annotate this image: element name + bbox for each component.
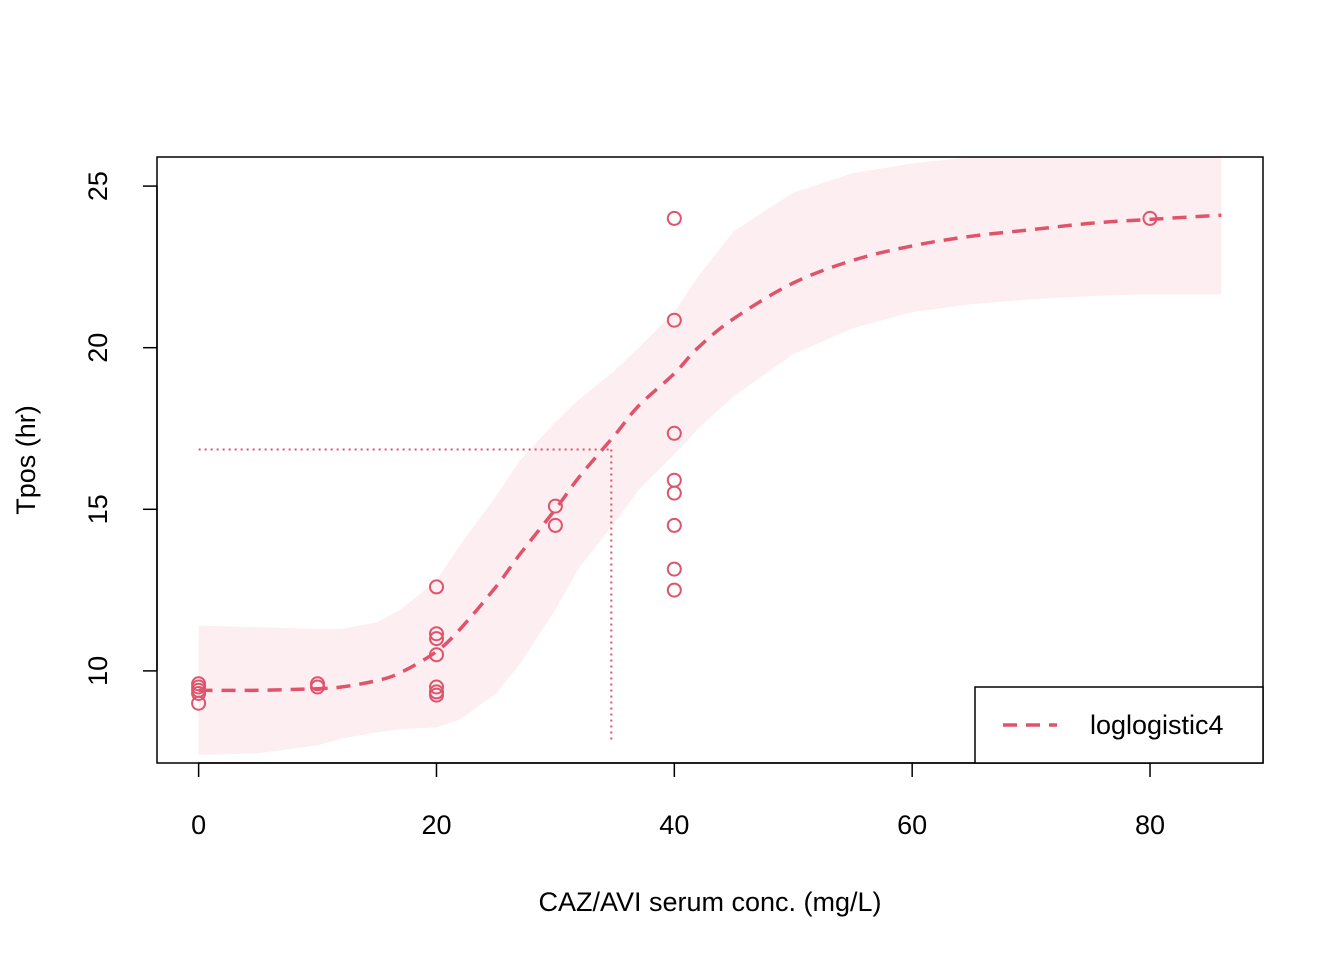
data-point [429, 579, 444, 595]
data-point [547, 498, 563, 514]
y-tick-label: 25 [83, 171, 113, 201]
x-tick-label: 40 [659, 810, 689, 840]
data-point [1142, 210, 1158, 226]
data-point [666, 472, 682, 488]
data-point [429, 626, 444, 642]
x-tick-label: 20 [421, 810, 451, 840]
y-axis-title: Tpos (hr) [11, 405, 41, 515]
legend-box [974, 686, 1264, 764]
y-tick-label: 15 [83, 494, 113, 524]
data-point [666, 582, 682, 598]
x-tick-label: 80 [1135, 810, 1165, 840]
data-point [429, 647, 444, 663]
legend: loglogistic4 [974, 686, 1264, 764]
data-points-layer [191, 210, 1158, 711]
reference-lines-layer [198, 448, 613, 742]
fit-curve-loglogistic4 [198, 213, 1222, 693]
x-axis-title: CAZ/AVI serum conc. (mg/L) [538, 887, 881, 917]
data-point [429, 684, 444, 700]
data-point [666, 561, 682, 577]
y-tick-label: 20 [83, 333, 113, 363]
data-point [666, 425, 682, 441]
data-point [429, 679, 444, 695]
data-point [191, 676, 207, 692]
data-point [547, 517, 563, 533]
x-tick-label: 60 [897, 810, 927, 840]
confidence-band [198, 157, 1222, 755]
data-point [310, 676, 325, 692]
data-point [429, 631, 444, 647]
data-point [666, 517, 682, 533]
data-point [666, 312, 682, 328]
legend-label: loglogistic4 [1090, 710, 1224, 740]
fit-curve-layer [198, 213, 1222, 693]
axes-layer: 0 20 40 60 80 10 15 20 25 [83, 156, 1264, 840]
confidence-band-layer [198, 157, 1222, 755]
y-tick-label: 10 [83, 656, 113, 686]
data-point [666, 210, 682, 226]
x-tick-label: 0 [191, 810, 206, 840]
